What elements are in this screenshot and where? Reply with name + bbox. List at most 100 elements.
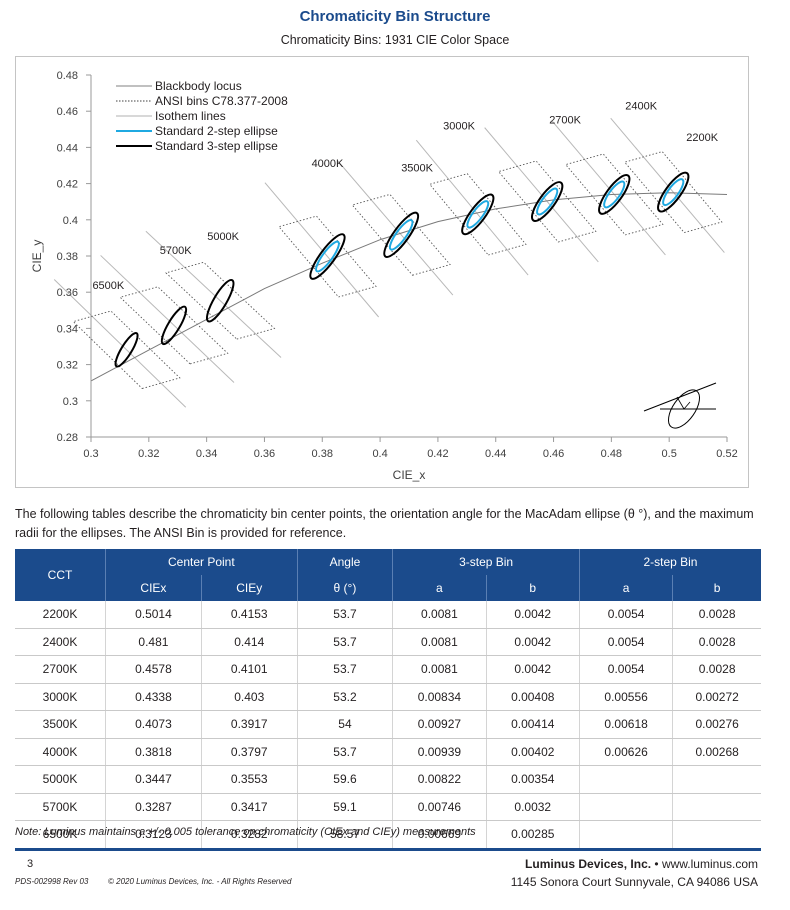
page-title: Chromaticity Bin Structure (299, 8, 491, 25)
cell-b-3step: 0.0042 (485, 601, 580, 629)
cell-cct: 2200K (15, 601, 106, 629)
cell-ciey: 0.403 (200, 683, 298, 711)
isotherm-line (415, 139, 529, 276)
ellipse-2step (466, 200, 490, 229)
legend-label: Isothem lines (155, 109, 226, 123)
header-ciey: CIEy (200, 575, 298, 601)
header-center-point: Center Point (105, 549, 298, 575)
cct-label: 5000K (207, 231, 239, 243)
company-line: Luminus Devices, Inc. • www.luminus.com (525, 857, 758, 871)
x-tick-label: 0.38 (312, 448, 333, 460)
y-tick-label: 0.44 (57, 142, 78, 154)
y-tick-label: 0.3 (63, 396, 78, 408)
table-subheader-row: CIEx CIEy θ (°) a b a b (15, 575, 761, 601)
y-tick-label: 0.4 (63, 215, 78, 227)
cell-b-3step: 0.00285 (485, 820, 580, 849)
chart-subtitle: Chromaticity Bins: 1931 CIE Color Space (280, 33, 510, 47)
table-row: 2400K 0.481 0.414 53.7 0.0081 0.0042 0.0054 0.0… (15, 628, 761, 656)
separator: • (654, 857, 659, 871)
cell-a-3step: 0.0081 (392, 601, 487, 629)
legend-label: Standard 3-step ellipse (155, 139, 278, 153)
cell-ciey: 0.4101 (200, 655, 298, 684)
header-b-3step: b (485, 575, 580, 601)
cell-ciex: 0.3447 (105, 765, 202, 794)
y-tick-label: 0.36 (57, 287, 78, 299)
cell-angle: 59.6 (296, 765, 393, 794)
cell-ciex: 0.3818 (105, 738, 202, 766)
cell-ciex: 0.481 (105, 628, 202, 656)
cct-label: 3000K (443, 120, 475, 132)
cct-label: 3500K (401, 162, 433, 174)
cell-ciey: 0.3917 (200, 710, 298, 739)
table-row: 3500K 0.4073 0.3917 54 0.00927 0.00414 0.00618… (15, 710, 761, 739)
ellipse-3step (598, 174, 631, 215)
chart-svg: 0.3 0.32 0.34 0.36 0.38 0.4 0.42 0.44 0.46 0.48 0.… (30, 70, 738, 482)
ellipse-3step (205, 278, 235, 323)
cct-label: 2200K (686, 132, 718, 144)
cell-ciey: 0.4153 (200, 601, 298, 629)
cell-ciey: 0.3417 (200, 793, 298, 821)
cct-label: 4000K (312, 158, 344, 170)
y-tick-label: 0.48 (57, 70, 78, 82)
x-tick-label: 0.32 (138, 448, 159, 460)
cell-b-2step (672, 765, 761, 794)
cell-b-2step: 0.00276 (672, 710, 761, 739)
ellipse-2step (662, 178, 685, 207)
table-row: 3000K 0.4338 0.403 53.2 0.00834 0.00408 0.0055… (15, 683, 761, 711)
cell-cct: 3000K (15, 683, 106, 711)
isotherm-line (145, 230, 282, 358)
website-link[interactable]: www.luminus.com (661, 857, 758, 871)
cell-ciex: 0.4073 (105, 710, 202, 739)
cell-b-2step (672, 820, 761, 849)
cct-label: 2700K (549, 115, 581, 127)
copyright: © 2020 Luminus Devices, Inc. - All Right… (108, 877, 292, 886)
footer-divider (15, 849, 761, 851)
cell-a-2step (578, 793, 673, 821)
cell-a-2step: 0.0054 (578, 628, 673, 656)
cell-a-3step: 0.0081 (392, 655, 487, 684)
cell-ciex: 0.4578 (105, 655, 202, 684)
cell-angle: 53.7 (296, 628, 393, 656)
cell-cct: 6500K (15, 820, 106, 849)
y-tick-label: 0.28 (57, 432, 78, 444)
tolerance-note: Note: Luminus maintains a +/- 0.005 tole… (15, 826, 476, 838)
table-header-row: CCT Center Point Angle 3-step Bin 2-step… (15, 549, 761, 601)
table-row: 2700K 0.4578 0.4101 53.7 0.0081 0.0042 0.0054 0… (15, 655, 761, 684)
ansi-bin-quadrangle (564, 153, 664, 236)
header-2-step: 2-step Bin (578, 549, 761, 575)
cell-ciey: 0.3797 (200, 738, 298, 766)
cell-b-2step: 0.00268 (672, 738, 761, 766)
header-a-2step: a (578, 575, 673, 601)
x-tick-label: 0.5 (662, 448, 677, 460)
x-tick-label: 0.36 (254, 448, 275, 460)
legend-label: ANSI bins C78.377-2008 (155, 94, 288, 108)
y-tick-label: 0.34 (57, 323, 78, 335)
cell-a-2step: 0.0054 (578, 655, 673, 684)
header-cct: CCT (15, 549, 106, 601)
company-name: Luminus Devices, Inc. (525, 857, 652, 871)
cell-b-2step: 0.00272 (672, 683, 761, 711)
table-row: 2200K 0.5014 0.4153 53.7 0.0081 0.0042 0.0054 0… (15, 601, 761, 629)
ansi-bin-quadrangle (428, 173, 527, 256)
glyph-radius-a (676, 396, 685, 410)
cell-ciey: 0.3282 (200, 820, 298, 849)
cell-cct: 2400K (15, 628, 106, 656)
cell-b-2step (672, 793, 761, 821)
x-tick-label: 0.44 (485, 448, 506, 460)
cell-cct: 5700K (15, 793, 106, 821)
company-address: 1145 Sonora Court Sunnyvale, CA 94086 US… (510, 875, 758, 889)
cell-a-2step: 0.0054 (578, 601, 673, 629)
table-row: 4000K 0.3818 0.3797 53.7 0.00939 0.00402 0.006… (15, 738, 761, 766)
cell-cct: 3500K (15, 710, 106, 739)
x-tick-label: 0.48 (601, 448, 622, 460)
cell-b-3step: 0.00354 (485, 765, 580, 794)
header-theta: θ (°) (296, 575, 393, 601)
cell-a-2step: 0.00618 (578, 710, 673, 739)
cell-a-2step: 0.00556 (578, 683, 673, 711)
cell-a-3step: 0.00746 (392, 793, 487, 821)
cell-angle: 53.7 (296, 738, 393, 766)
cell-b-2step: 0.0028 (672, 655, 761, 684)
legend-label: Standard 2-step ellipse (155, 124, 278, 138)
cct-label: 6500K (92, 280, 124, 292)
ansi-bin-quadrangle (278, 215, 377, 298)
